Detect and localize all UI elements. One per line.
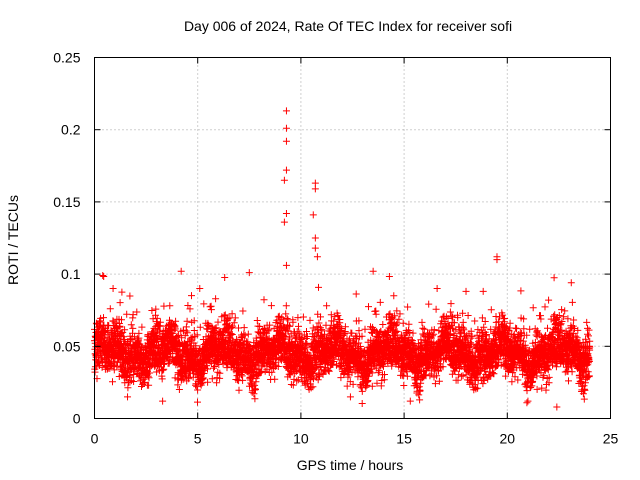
data-point <box>282 137 290 145</box>
data-point <box>390 292 398 300</box>
data-point <box>280 218 288 226</box>
data-point <box>311 244 319 252</box>
data-point <box>159 397 167 405</box>
x-tick-label: 0 <box>91 431 99 447</box>
x-tick-label: 5 <box>194 431 202 447</box>
data-point <box>99 272 107 280</box>
data-point <box>567 279 575 287</box>
data-point <box>309 211 317 219</box>
data-point <box>245 269 253 277</box>
y-tick-label: 0.15 <box>53 194 80 210</box>
data-point <box>280 176 288 184</box>
y-tick-label: 0.25 <box>53 50 80 66</box>
data-point <box>282 166 290 174</box>
data-point <box>462 287 470 295</box>
data-point <box>524 397 532 405</box>
plot-frame <box>94 57 611 419</box>
data-point <box>282 209 290 217</box>
x-axis-label: GPS time / hours <box>297 457 404 473</box>
y-tick-label: 0.1 <box>61 266 81 282</box>
data-point <box>311 185 319 193</box>
y-tick-label: 0.2 <box>61 122 81 138</box>
x-tick-label: 10 <box>293 431 309 447</box>
data-point <box>433 285 441 293</box>
y-tick-label: 0 <box>73 411 81 427</box>
data-point <box>196 285 204 293</box>
x-tick-label: 25 <box>603 431 619 447</box>
data-point <box>346 393 354 401</box>
data-point <box>406 397 414 405</box>
data-point <box>493 256 501 264</box>
data-point <box>282 261 290 269</box>
y-tick-label: 0.05 <box>53 338 80 354</box>
x-tick-label: 20 <box>500 431 516 447</box>
data-point <box>545 296 553 304</box>
data-point <box>177 267 185 275</box>
data-point <box>282 107 290 115</box>
data-point <box>109 285 117 293</box>
x-tick-label: 15 <box>396 431 412 447</box>
data-point-cloud <box>91 273 594 407</box>
data-point <box>282 124 290 132</box>
data-point <box>124 393 132 401</box>
data-points <box>91 107 594 411</box>
data-point <box>313 253 321 261</box>
y-axis-label: ROTI / TECUs <box>5 195 21 285</box>
data-point <box>553 403 561 411</box>
data-point <box>369 267 377 275</box>
data-point <box>311 234 319 242</box>
axis-ticks: 0 5 10 15 20 25 0 0.05 0.1 0.15 0.2 0.25 <box>53 50 618 447</box>
chart-title: Day 006 of 2024, Rate Of TEC Index for r… <box>184 18 512 34</box>
